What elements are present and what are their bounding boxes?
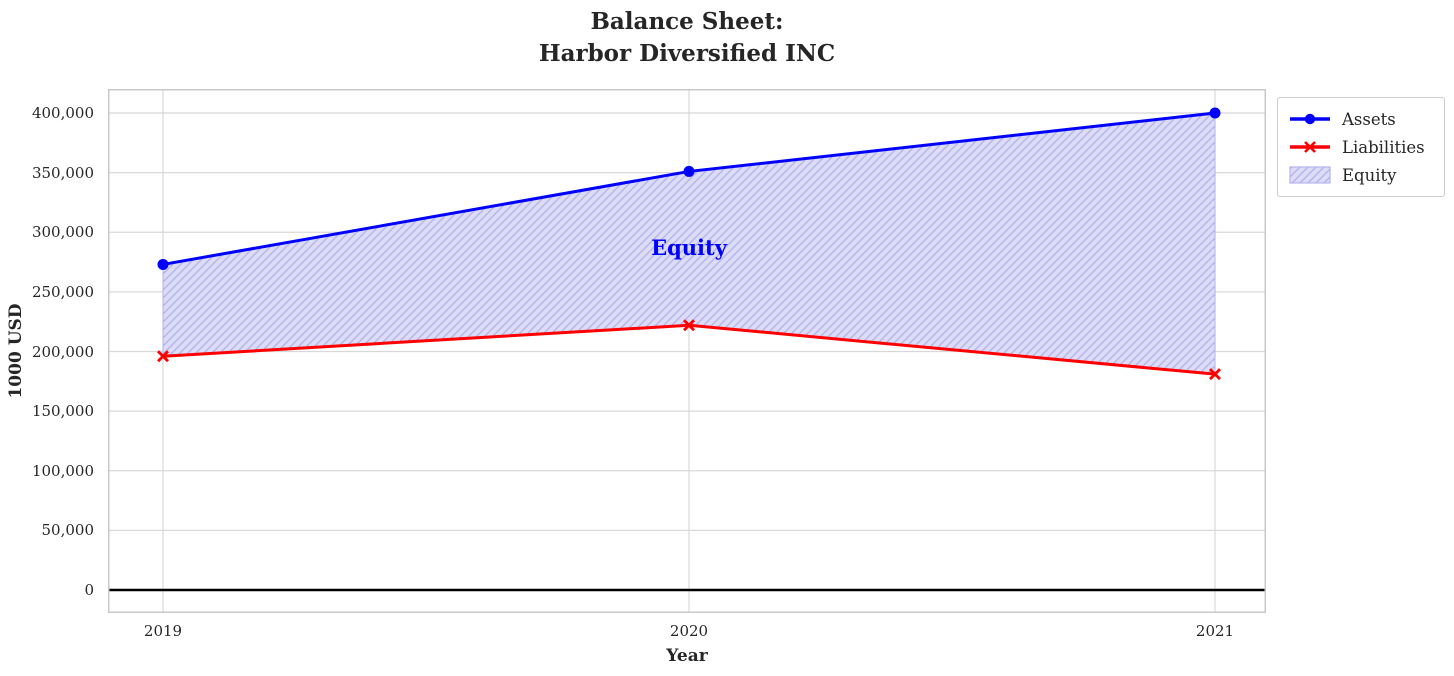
plot-area: Equity [108, 89, 1266, 613]
x-tick-label: 2021 [1195, 622, 1235, 640]
legend-item-equity: Equity [1288, 161, 1434, 189]
plot-border [108, 89, 1266, 613]
y-tick-label: 0 [84, 581, 94, 599]
legend-label-assets: Assets [1342, 109, 1396, 129]
data-series [157, 107, 1221, 381]
legend-label-liabilities: Liabilities [1342, 137, 1425, 157]
equity-hatch-swatch-icon [1289, 166, 1331, 184]
y-tick-label: 50,000 [41, 521, 95, 540]
y-tick-label: 100,000 [31, 461, 94, 480]
assets-line-swatch-icon [1290, 113, 1330, 125]
x-tick-label: 2019 [143, 622, 183, 640]
x-axis-title: Year [666, 646, 708, 666]
legend-item-assets: Assets [1288, 105, 1434, 133]
y-tick-label: 250,000 [31, 282, 94, 301]
x-tick-label: 2020 [669, 622, 709, 640]
legend-item-liabilities: Liabilities [1288, 133, 1434, 161]
liabilities-line-swatch-icon [1290, 141, 1330, 153]
y-tick-label: 150,000 [31, 402, 94, 421]
area-annotation: Equity [651, 235, 728, 260]
y-tick-label: 300,000 [31, 223, 94, 242]
svg-text:Equity: Equity [651, 235, 728, 260]
y-tick-label: 400,000 [31, 104, 94, 122]
y-tick-label: 350,000 [31, 163, 94, 182]
legend: Assets Liabilities Equity [1277, 97, 1445, 197]
y-axis-title: 1000 USD [6, 303, 26, 399]
y-tick-label: 200,000 [31, 342, 94, 361]
chart-title: Balance Sheet: Harbor Diversified INC [538, 8, 836, 67]
legend-label-equity: Equity [1342, 165, 1397, 185]
